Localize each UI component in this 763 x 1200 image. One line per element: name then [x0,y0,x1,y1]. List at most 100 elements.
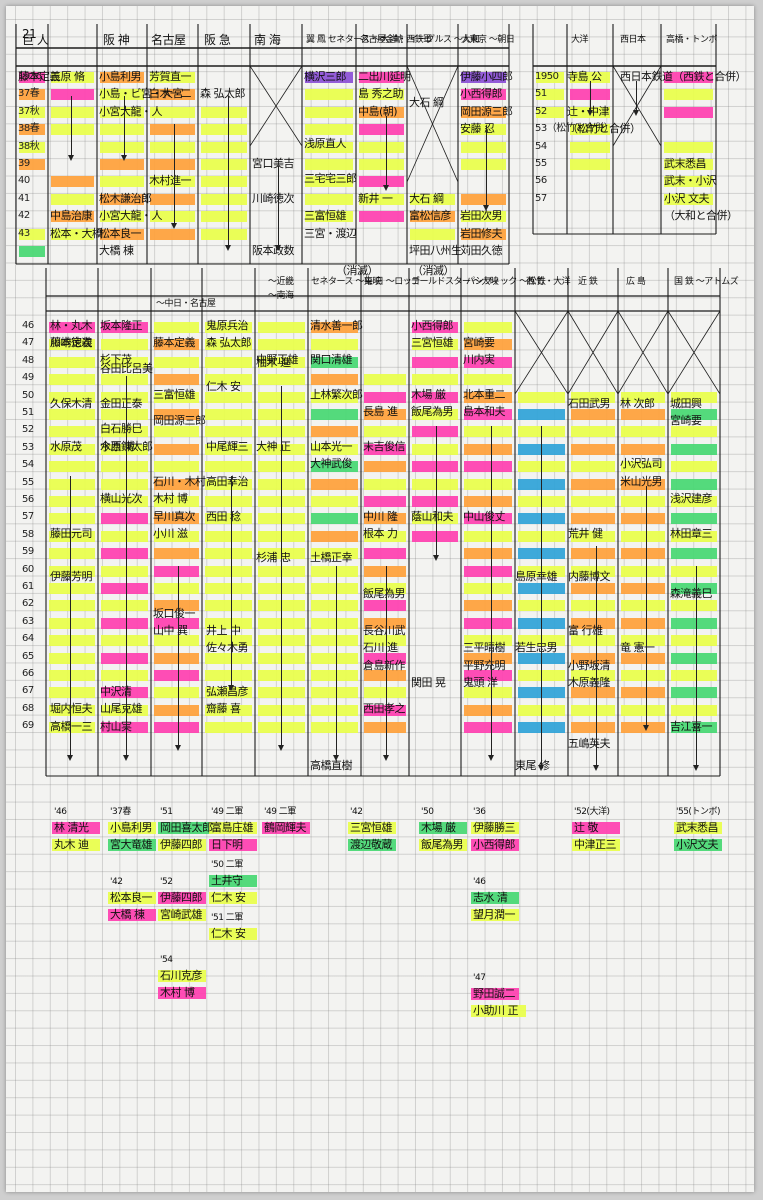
player-name: 藤本定義 [18,70,61,83]
highlight-mark [671,391,717,403]
highlight-mark [100,89,144,101]
year-label: 54 [535,140,547,152]
note-highlight [158,892,206,904]
player-name: 岡田源三郎 [153,414,206,427]
highlight-mark [19,141,45,153]
note-name: 岡田喜太郎 [160,821,213,834]
note-name: 伊藤四郎 [160,891,203,904]
highlight-mark [359,141,404,153]
highlight-mark [154,391,199,403]
player-name: 中沢清 [100,685,132,698]
note-name: 小西得郎 [473,838,516,852]
highlight-mark [101,704,148,716]
highlight-mark [464,530,512,542]
highlight-mark [49,548,95,560]
note-name: 小島利男 [110,821,153,834]
note-year: '37春 [110,807,131,817]
highlight-mark [364,670,406,681]
player-name: 石川 進 [363,641,398,654]
year-label: 65 [22,650,34,662]
highlight-mark [671,548,717,560]
highlight-mark [621,670,665,681]
player-name: 大神 正 [256,440,291,453]
year-label: 50 [22,389,34,401]
highlight-mark [101,356,148,368]
player-name: 石川・木村 [153,475,206,488]
team-header: 阪 急 [204,33,231,47]
highlight-mark [100,106,144,118]
year-label: 38春 [18,123,40,135]
highlight-mark [201,228,247,240]
highlight-mark [359,211,404,223]
empty-cross-line [406,65,459,183]
player-name: 谷田比呂美 [100,362,153,375]
player-name: 上林繁次郎 [310,388,363,401]
player-name: 坂本隆正 [100,319,143,332]
year-label: 55 [22,476,34,488]
player-name: 齋藤 喜 [206,702,241,715]
highlight-mark [205,583,252,594]
year-label: 67 [22,685,34,697]
player-name: 宮崎要 [670,414,702,427]
note-name: 渡辺敬蔵 [350,838,393,852]
highlight-mark [205,652,252,664]
highlight-mark [205,322,252,333]
highlight-mark [621,687,665,699]
team-header: ゴールドスター 〜大映 [411,277,499,287]
player-name: 城田興 [670,397,702,410]
highlight-mark [364,426,406,438]
highlight-mark [464,600,512,612]
note-highlight [674,822,722,834]
succession-arrow [171,124,177,229]
player-name: 新井 一 [358,192,393,205]
highlight-mark [100,72,144,83]
player-name: 堀内恒夫 [50,702,93,715]
highlight-mark [311,548,358,560]
player-name: 荒井 健 [568,527,603,540]
succession-arrow [693,566,699,771]
highlight-mark [101,635,148,647]
highlight-mark [571,617,615,629]
highlight-mark [201,193,247,205]
highlight-mark [461,193,506,205]
highlight-mark [412,339,458,351]
highlight-mark [49,617,95,629]
highlight-mark [49,339,95,351]
highlight-mark [205,374,252,386]
highlight-mark [100,228,144,240]
highlight-mark [311,583,358,594]
highlight-mark [571,461,615,473]
highlight-mark [464,583,512,594]
player-name: 末吉俊信 [363,440,406,453]
highlight-mark [305,106,353,118]
highlight-mark [671,530,717,542]
highlight-mark [364,391,406,403]
player-name: 村山実 [100,720,132,733]
highlight-mark [49,600,95,612]
highlight-mark [311,687,358,699]
highlight-mark [621,391,665,403]
highlight-mark [359,193,404,205]
highlight-mark [671,635,717,647]
team-header: 〜近畿 [268,277,294,287]
note-name: 望月潤一 [473,908,516,922]
team-header: 国 鉄 〜アトムズ [674,277,739,287]
highlight-mark [258,356,305,368]
highlight-mark [464,670,512,681]
player-name: 松本・大橋 [50,227,103,240]
team-header: イーグルス 〜大和 [409,35,480,45]
player-name: 伊藤芳明 [50,570,93,583]
team-header: パシフィック 〜松竹・大洋 [466,277,571,287]
highlight-mark [49,426,95,438]
highlight-mark [571,600,615,612]
player-name: 坪田八州生 [409,244,462,257]
highlight-mark [664,193,713,205]
highlight-mark [49,374,95,386]
highlight-mark [464,652,512,664]
highlight-mark [621,635,665,647]
highlight-mark [621,443,665,455]
highlight-mark [311,322,358,333]
player-name: 山尾克雄 [100,702,143,715]
highlight-mark [621,617,665,629]
note-name: 志水 清 [473,891,508,904]
